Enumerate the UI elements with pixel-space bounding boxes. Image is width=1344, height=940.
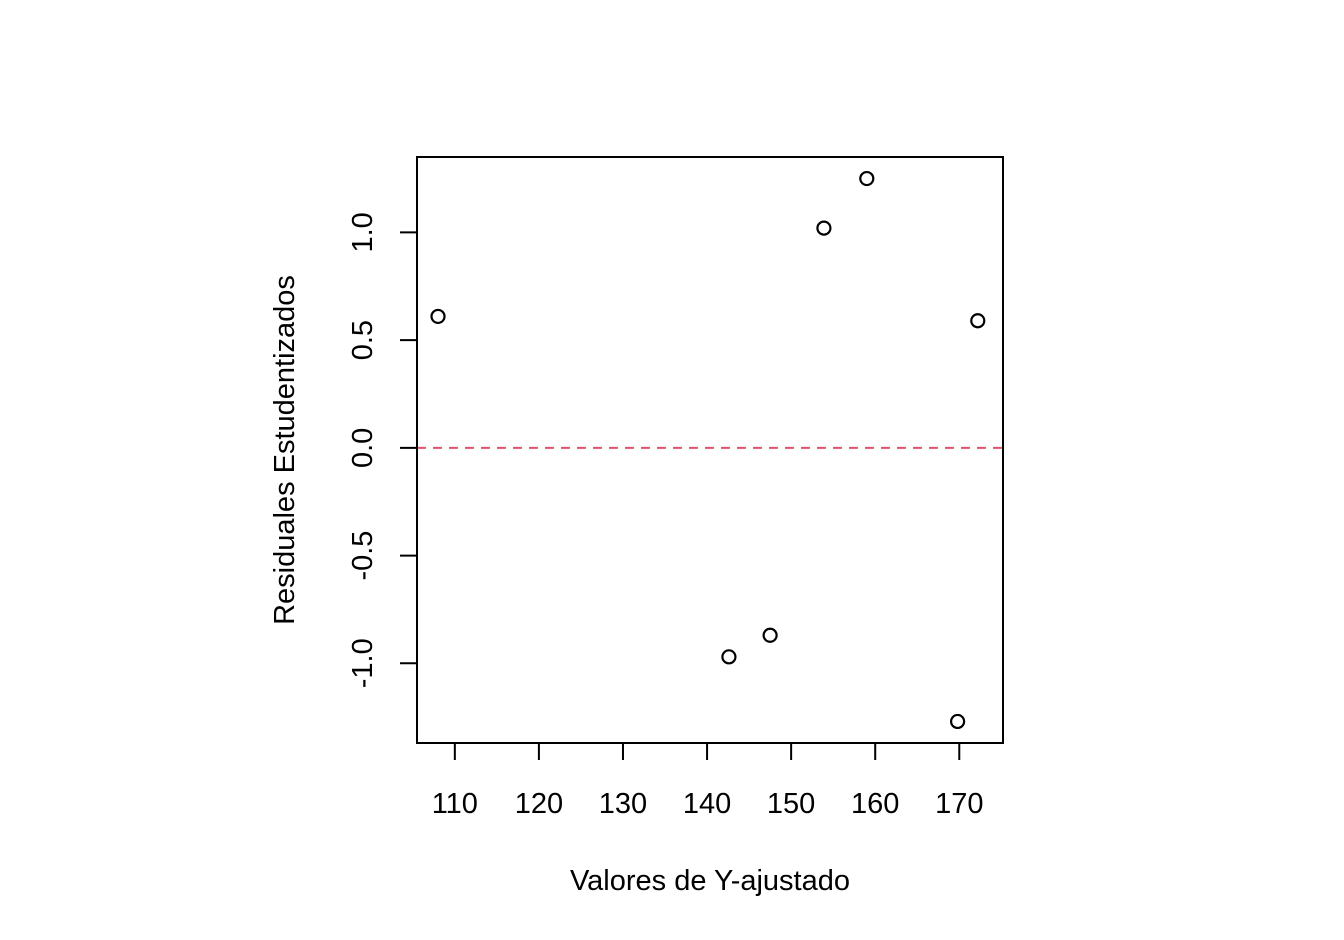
data-point — [721, 649, 737, 665]
plot-frame — [416, 156, 1004, 744]
data-point — [949, 713, 966, 730]
data-point — [970, 313, 986, 329]
y-tick-label: 0.0 — [347, 428, 379, 468]
x-tick-label: 170 — [935, 788, 983, 820]
data-point — [762, 627, 778, 643]
x-tick-label: 130 — [599, 788, 647, 820]
y-tick-label: -0.5 — [347, 531, 379, 581]
y-axis: -1.0 -0.5 0.0 0.5 1.0 — [347, 212, 418, 688]
points-layer — [430, 170, 986, 730]
x-tick-label: 140 — [683, 788, 731, 820]
x-axis-label: Valores de Y-ajustado — [570, 865, 850, 897]
x-tick-label: 110 — [432, 788, 478, 820]
x-axis: 110 120 130 140 150 160 170 — [432, 742, 983, 820]
data-point — [430, 308, 446, 325]
y-tick-label: -1.0 — [347, 638, 379, 688]
x-tick-label: 160 — [851, 788, 899, 820]
data-point — [816, 220, 832, 236]
data-point — [859, 170, 875, 187]
y-tick-label: 0.5 — [347, 320, 379, 360]
x-tick-label: 120 — [515, 788, 563, 820]
y-axis-label: Residuales Estudentizados — [269, 275, 301, 625]
x-tick-label: 150 — [767, 788, 815, 820]
y-tick-label: 1.0 — [347, 212, 379, 252]
